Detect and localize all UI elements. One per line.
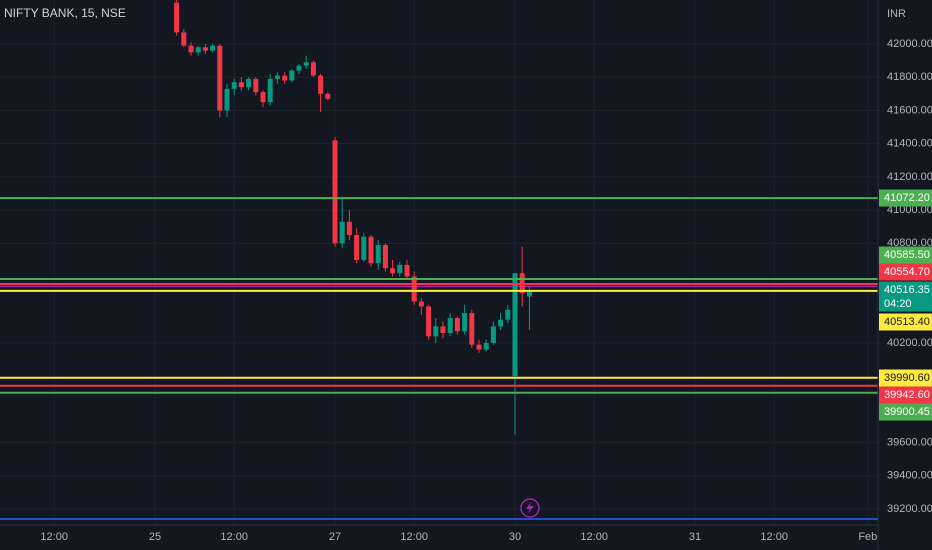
candle-body bbox=[224, 88, 230, 111]
price-label: 40516.35 bbox=[884, 284, 930, 296]
price-axis: 42000.00 41800.00 41600.00 41400.00 41200.00… bbox=[879, 38, 932, 515]
x-tick-label: 31 bbox=[689, 531, 701, 543]
countdown: 04:20 bbox=[884, 298, 912, 310]
candle-body bbox=[512, 273, 518, 377]
price-label-box bbox=[879, 246, 932, 264]
candle-body bbox=[505, 309, 511, 320]
price-label: 39942.60 bbox=[884, 389, 930, 401]
candle-body bbox=[238, 82, 244, 88]
candle-body bbox=[188, 45, 194, 53]
price-label-box bbox=[879, 403, 932, 421]
y-tick-label: 41200.00 bbox=[887, 171, 932, 183]
y-tick-label: 40800.00 bbox=[887, 237, 932, 249]
price-label-box bbox=[879, 281, 932, 312]
candle-body bbox=[361, 236, 367, 260]
candle-body bbox=[332, 140, 338, 244]
lightning-icon[interactable] bbox=[520, 498, 540, 518]
candle-body bbox=[282, 75, 288, 81]
candle-body bbox=[289, 70, 295, 81]
candle-body bbox=[202, 47, 208, 51]
candle-body bbox=[325, 93, 331, 99]
price-label: 41072.20 bbox=[884, 192, 930, 204]
candle-body bbox=[469, 313, 475, 345]
candle-body bbox=[318, 75, 324, 94]
price-label-box bbox=[879, 386, 932, 404]
candle-body bbox=[210, 45, 216, 51]
candle-body bbox=[390, 268, 396, 274]
x-tick-label: Feb bbox=[858, 531, 877, 543]
price-label-box bbox=[879, 313, 932, 331]
candle-body bbox=[267, 78, 273, 103]
y-tick-label: 39400.00 bbox=[887, 470, 932, 482]
price-label: 40513.40 bbox=[884, 316, 930, 328]
currency: INR bbox=[887, 8, 906, 20]
candle-body bbox=[231, 82, 237, 89]
candle-body bbox=[462, 313, 468, 332]
candle-body bbox=[195, 47, 201, 53]
chart-title: NIFTY BANK, 15, NSE bbox=[4, 6, 126, 20]
price-label-box bbox=[879, 263, 932, 281]
candle-body bbox=[476, 344, 482, 350]
candle-body bbox=[346, 221, 352, 236]
price-label: 39990.60 bbox=[884, 372, 930, 384]
y-tick-label: 41400.00 bbox=[887, 138, 932, 150]
candle-body bbox=[526, 290, 532, 297]
candle-body bbox=[454, 318, 460, 332]
x-tick-label: 12:00 bbox=[580, 531, 608, 543]
x-tick-label: 12:00 bbox=[400, 531, 428, 543]
candle-body bbox=[217, 45, 223, 111]
price-label: 40554.70 bbox=[884, 266, 930, 278]
y-tick-label: 40200.00 bbox=[887, 337, 932, 349]
candle-body bbox=[433, 326, 439, 337]
y-tick-label: 42000.00 bbox=[887, 38, 932, 50]
candle-body bbox=[310, 62, 316, 76]
candle-body bbox=[426, 306, 432, 337]
candle-body bbox=[368, 236, 374, 264]
candle-body bbox=[354, 235, 360, 260]
y-tick-label: 41000.00 bbox=[887, 204, 932, 216]
candle-body bbox=[498, 319, 504, 327]
x-tick-label: 12:00 bbox=[220, 531, 248, 543]
candle-body bbox=[174, 2, 180, 33]
y-tick-label: 39600.00 bbox=[887, 437, 932, 449]
candle-body bbox=[418, 301, 424, 307]
candle-body bbox=[397, 264, 403, 274]
candle-body bbox=[382, 244, 388, 269]
price-label: 40585.50 bbox=[884, 249, 930, 261]
candle-body bbox=[246, 78, 252, 88]
candle-body bbox=[181, 32, 187, 46]
candle-body bbox=[260, 92, 266, 103]
x-tick-label: 12:00 bbox=[40, 531, 68, 543]
price-label-box bbox=[879, 369, 932, 387]
candle-body bbox=[253, 78, 259, 93]
x-tick-label: 30 bbox=[509, 531, 521, 543]
y-tick-label: 41800.00 bbox=[887, 71, 932, 83]
candle-body bbox=[274, 75, 280, 79]
candle-body bbox=[296, 65, 302, 71]
candle-body bbox=[375, 244, 381, 264]
x-tick-label: 25 bbox=[149, 531, 161, 543]
x-tick-label: 12:00 bbox=[760, 531, 788, 543]
candle-body bbox=[303, 62, 309, 66]
candle-body bbox=[404, 264, 410, 277]
candle-body bbox=[411, 276, 417, 302]
x-tick-label: 27 bbox=[329, 531, 341, 543]
candle-body bbox=[440, 326, 446, 334]
candle-body bbox=[447, 318, 453, 334]
y-tick-label: 41600.00 bbox=[887, 104, 932, 116]
plot-area bbox=[0, 0, 878, 520]
grid bbox=[0, 0, 878, 525]
price-label: 39900.45 bbox=[884, 406, 930, 418]
y-tick-label: 39200.00 bbox=[887, 503, 932, 515]
candle-body bbox=[490, 326, 496, 343]
candle-body bbox=[339, 221, 345, 244]
price-label-box bbox=[879, 189, 932, 207]
candle-body bbox=[483, 342, 489, 350]
